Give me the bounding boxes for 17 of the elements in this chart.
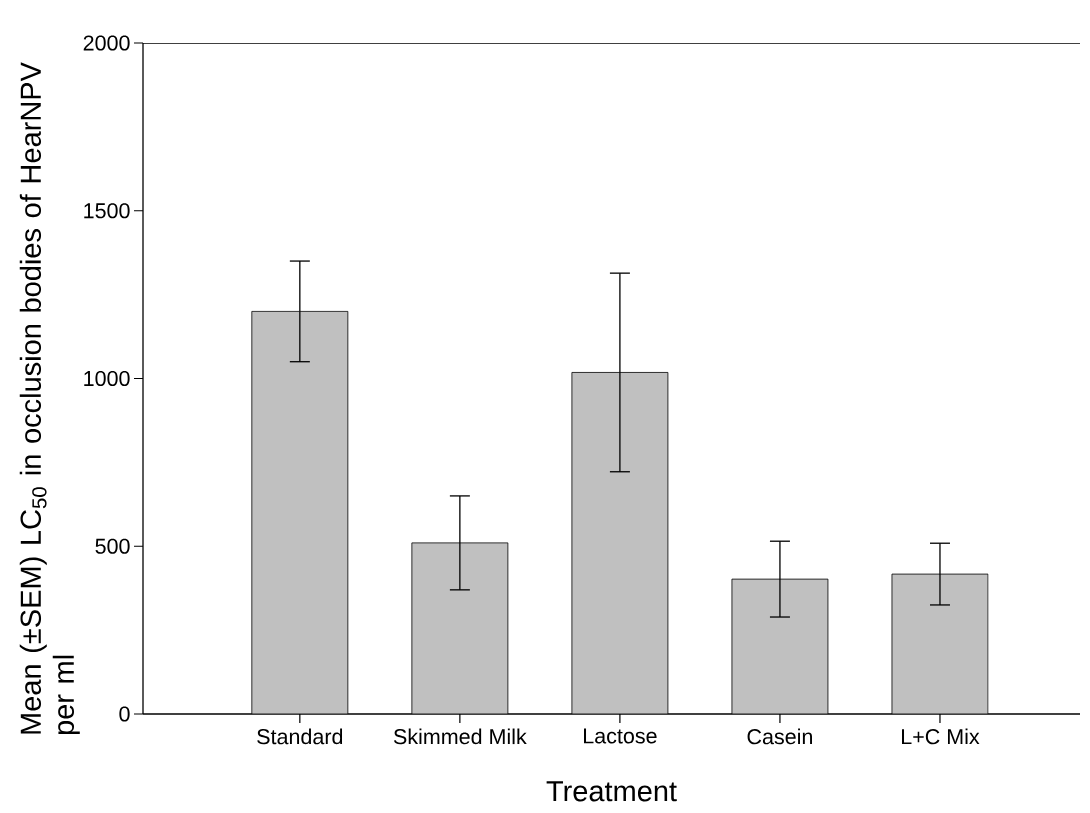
x-tick-label: Standard bbox=[257, 728, 343, 745]
x-tick-label: Casein bbox=[747, 728, 812, 745]
bar bbox=[891, 573, 989, 714]
y-tick-label: 0 bbox=[119, 706, 130, 722]
x-tick-label: L+C Mix bbox=[902, 728, 980, 745]
x-tick-label: Skimmed Milk bbox=[393, 728, 527, 745]
y-tick-label: 500 bbox=[95, 538, 130, 554]
text: Mean (±SEM) LC$_{50}$ in occlusion bodies of HearNPV per ml bbox=[19, 62, 80, 735]
y-tick-label: 2000 bbox=[83, 35, 130, 51]
y-tick-label: 1500 bbox=[84, 203, 130, 219]
x-axis-title: Treatment bbox=[546, 781, 677, 802]
bar bbox=[411, 542, 509, 714]
bar bbox=[251, 310, 349, 714]
x-tick-label: Lactose bbox=[584, 728, 657, 744]
bar bbox=[571, 372, 669, 714]
y-tick-label: 1000 bbox=[84, 370, 130, 387]
bar bbox=[731, 578, 829, 714]
